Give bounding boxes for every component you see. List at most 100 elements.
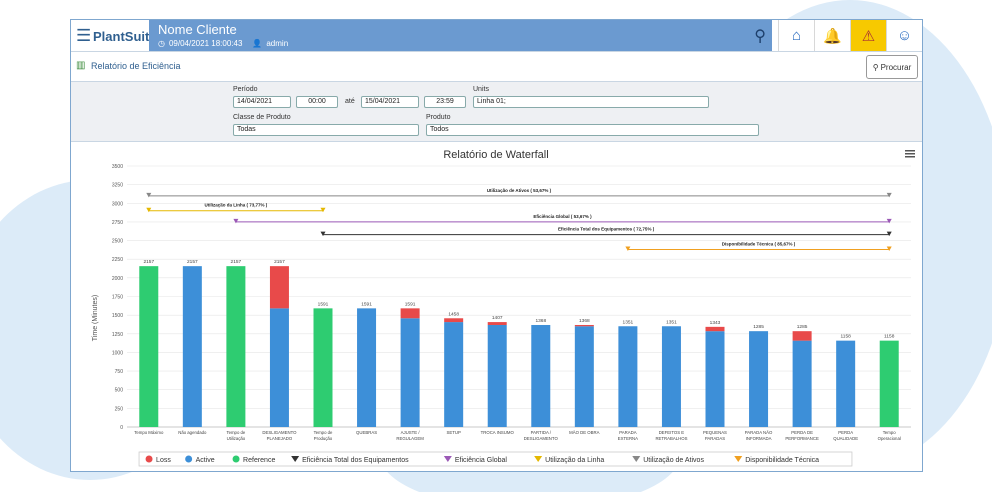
legend-swatch	[734, 456, 743, 462]
x-tick-label: PARADA NÃO	[745, 430, 773, 435]
x-tick-label: PARADA	[619, 430, 636, 435]
chart-title: Relatório de Waterfall	[443, 149, 548, 161]
active-bar	[705, 331, 725, 427]
bar-data-label: 1591	[361, 301, 372, 307]
x-tick-label: DESLIGAMENTO	[262, 430, 297, 435]
page-title: Relatório de Eficiência	[91, 61, 181, 71]
active-bar	[487, 324, 507, 427]
active-bar	[618, 326, 638, 427]
bar-data-label: 1351	[666, 319, 677, 325]
x-tick-label: SETUP	[447, 430, 461, 435]
client-name: Nome Cliente	[158, 22, 237, 37]
search-icon[interactable]: ⚲	[754, 28, 766, 45]
produto-select[interactable]: Todos	[426, 124, 759, 136]
legend-item[interactable]: Disponibilidade Técnica	[734, 456, 819, 464]
hamburger-menu-icon[interactable]: ☰	[76, 26, 92, 45]
legend-box	[138, 451, 853, 467]
active-bar	[661, 326, 681, 427]
active-bar	[269, 308, 289, 427]
bar-data-label: 1285	[753, 324, 764, 330]
active-bar	[792, 340, 812, 427]
bar-chart-icon: ▥	[76, 60, 86, 71]
legend-item[interactable]: Loss	[145, 455, 172, 465]
loss-bar	[792, 331, 812, 341]
filter-panel: Período 14/04/2021 00:00 até 15/04/2021 …	[71, 82, 922, 142]
x-tick-label: PLANEJADO	[267, 436, 293, 441]
legend-item[interactable]: Reference	[232, 455, 276, 465]
y-tick-label: 2500	[112, 239, 123, 245]
warning-icon[interactable]: ⚠	[850, 20, 886, 51]
active-bar	[836, 340, 856, 427]
loss-bar	[705, 326, 725, 332]
x-tick-label: EXTERNA	[618, 436, 638, 441]
user-menu-icon[interactable]: ☺	[886, 20, 922, 51]
classe-produto-label: Classe de Produto	[233, 114, 291, 121]
reference-bar	[139, 266, 159, 427]
end-time-field[interactable]: 23:59	[424, 96, 466, 108]
start-time-field[interactable]: 00:00	[296, 96, 338, 108]
x-tick-label: Produção	[314, 436, 333, 441]
home-icon[interactable]: ⌂	[778, 20, 814, 51]
x-tick-label: DEFEITOS E	[659, 430, 685, 435]
username: admin	[266, 39, 289, 48]
range-marker	[146, 207, 152, 213]
bar-data-label: 1368	[579, 318, 590, 324]
range-marker	[320, 207, 326, 213]
range-label: Eficiência Total dos Equipamentos ( 72,7…	[558, 227, 655, 232]
legend-swatch	[291, 456, 300, 462]
page-header: ▥ Relatório de Eficiência ⚲ Procurar	[71, 51, 922, 82]
y-tick-label: 500	[115, 388, 124, 394]
bar-data-label: 1285	[797, 324, 808, 330]
legend-item[interactable]: Active	[185, 455, 215, 465]
x-tick-label: Tempo de	[226, 430, 245, 435]
top-bar: ☰ PlantSuite Nome Cliente ◷ 09/04/2021 1…	[71, 20, 922, 51]
y-tick-label: 1500	[112, 313, 123, 319]
active-bar	[357, 308, 377, 427]
x-tick-label: QUEBRAS	[356, 430, 377, 435]
x-tick-label: QUALIDADE	[833, 436, 858, 441]
active-bar	[182, 266, 202, 427]
legend-item[interactable]: Utilização de Ativos	[632, 456, 704, 464]
client-header: Nome Cliente ◷ 09/04/2021 18:00:43 👤 adm…	[149, 20, 772, 51]
x-tick-label: PARADAS	[705, 436, 725, 441]
search-button[interactable]: ⚲ Procurar	[866, 55, 918, 79]
user-icon: 👤	[252, 39, 263, 48]
search-icon: ⚲	[872, 62, 879, 72]
legend-swatch	[185, 455, 193, 463]
y-tick-label: 2000	[112, 276, 123, 282]
x-tick-label: Tempo de	[314, 430, 333, 435]
chart-menu-icon[interactable]	[905, 150, 915, 158]
legend-swatch	[443, 456, 452, 462]
clock-icon: ◷	[158, 39, 165, 48]
start-date-field[interactable]: 14/04/2021	[233, 96, 291, 108]
legend-label: Utilização de Ativos	[643, 457, 704, 464]
x-tick-label: DESLIGAMENTO	[524, 436, 559, 441]
bar-data-label: 1591	[318, 301, 329, 307]
notification-bell-icon[interactable]: 🔔	[814, 20, 850, 51]
legend-swatch	[232, 455, 240, 463]
bar-data-label: 1351	[623, 319, 634, 325]
legend-item[interactable]: Eficiência Global	[443, 456, 508, 464]
y-tick-label: 2250	[112, 257, 123, 263]
legend-item[interactable]: Eficiência Total dos Equipamentos	[291, 456, 409, 464]
ate-label: até	[345, 98, 355, 105]
x-tick-label: Tempo	[883, 430, 897, 435]
periodo-label: Período	[233, 86, 258, 93]
units-select[interactable]: Linha 01;	[473, 96, 709, 108]
search-button-label: Procurar	[880, 62, 912, 72]
classe-produto-select[interactable]: Todas	[233, 124, 419, 136]
range-marker	[886, 218, 892, 224]
range-marker	[146, 192, 152, 198]
x-tick-label: PERDA	[838, 430, 853, 435]
x-tick-label: MÃO DE OBRA	[569, 430, 599, 435]
end-date-field[interactable]: 15/04/2021	[361, 96, 419, 108]
x-tick-label: INFORMADA	[746, 436, 772, 441]
y-tick-label: 250	[115, 406, 124, 412]
y-tick-label: 750	[115, 369, 124, 375]
legend-item[interactable]: Utilização da Linha	[534, 456, 604, 464]
active-bar	[444, 322, 464, 427]
bar-data-label: 1343	[710, 320, 721, 326]
y-tick-label: 3500	[112, 164, 123, 170]
x-tick-label: RETRABALHOS	[655, 436, 687, 441]
loss-bar	[269, 266, 289, 309]
